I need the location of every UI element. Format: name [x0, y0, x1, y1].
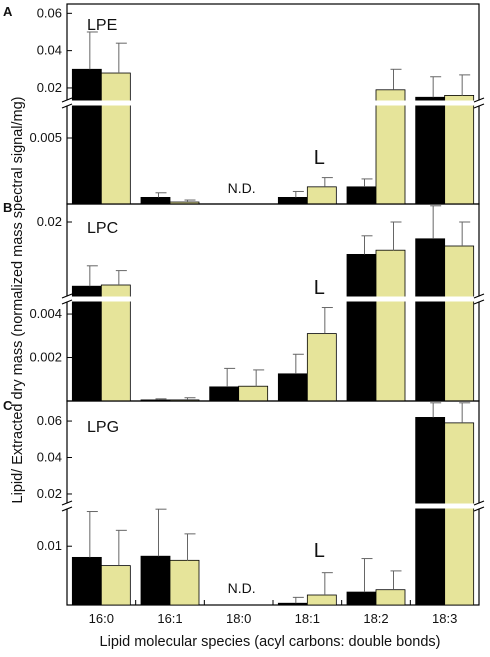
axis-break-mark [473, 293, 485, 299]
bar [140, 555, 171, 606]
y-tick-label: 0.02 [37, 486, 62, 501]
axis-break-gap [66, 503, 480, 509]
bar [71, 285, 102, 402]
bar [306, 186, 337, 205]
bar [375, 249, 406, 402]
annotation-L: L [314, 540, 325, 562]
panel-A: 0.005 0.02 0.04 0.06 A LPE L N.D. [3, 3, 485, 205]
x-tick-label: 18:0 [226, 611, 251, 626]
y-tick-label: 0.02 [37, 214, 62, 229]
bar [238, 385, 269, 402]
bar [71, 68, 102, 205]
axis-break-mark [473, 299, 485, 305]
axis-break-mark [473, 103, 485, 109]
x-tick-label: 18:3 [432, 611, 457, 626]
panel-letter: C [3, 398, 13, 413]
y-tick-label: 0.06 [37, 413, 62, 428]
axis-break-mark [473, 506, 485, 512]
axis-break-mark [473, 97, 485, 103]
panel-letter: B [3, 200, 12, 215]
bar [277, 602, 308, 606]
axis-break-gap [66, 296, 480, 302]
bar [71, 556, 102, 606]
axis-break-mark [61, 299, 73, 305]
y-tick-label: 0.04 [37, 43, 62, 58]
bar [169, 559, 200, 606]
y-tick-label: 0.02 [37, 80, 62, 95]
bar [415, 238, 446, 402]
x-tick-label: 18:2 [363, 611, 388, 626]
bar [444, 422, 475, 606]
axis-break-mark [61, 506, 73, 512]
panel-letter: A [3, 4, 13, 19]
axis-break-gap [66, 100, 480, 106]
axis-break-mark [61, 103, 73, 109]
annotation-nd: N.D. [228, 180, 256, 196]
bar [346, 186, 377, 205]
bar [100, 565, 131, 606]
panel-C: 0.01 0.02 0.04 0.06 C LPG L N.D. [3, 398, 485, 606]
y-tick-label: 0.005 [29, 130, 62, 145]
bar [100, 284, 131, 402]
bar [100, 72, 131, 205]
bar [375, 89, 406, 205]
y-tick-label: 0.04 [37, 450, 62, 465]
bar [346, 591, 377, 606]
panel-title: LPC [87, 220, 118, 237]
bar [209, 386, 240, 402]
bar [444, 245, 475, 402]
panel-title: LPG [87, 419, 119, 436]
annotation-L: L [314, 147, 325, 169]
bar [140, 196, 171, 205]
annotation-L: L [314, 277, 325, 299]
x-tick-label: 16:1 [157, 611, 182, 626]
bar [375, 589, 406, 606]
x-axis-title: Lipid molecular species (acyl carbons: d… [100, 634, 441, 650]
y-axis-title: Lipid/ Extracted dry mass (normalized ma… [10, 97, 26, 504]
annotation-nd: N.D. [228, 580, 256, 596]
y-tick-label: 0.01 [37, 538, 62, 553]
bar [306, 594, 337, 606]
axis-break-mark [473, 500, 485, 506]
panel-title: LPE [87, 17, 117, 34]
bar [415, 96, 446, 205]
panel-B: 0.002 0.004 0.02 B LPC L [3, 200, 485, 402]
axis-break-mark [61, 293, 73, 299]
axis-break-mark [61, 97, 73, 103]
bar [277, 373, 308, 402]
axis-break-mark [61, 500, 73, 506]
x-tick-label: 18:1 [295, 611, 320, 626]
bar [444, 95, 475, 205]
y-tick-label: 0.004 [29, 306, 62, 321]
bar [306, 333, 337, 402]
x-tick-label: 16:0 [89, 611, 114, 626]
bar [277, 196, 308, 205]
y-tick-label: 0.002 [29, 350, 62, 365]
y-tick-label: 0.06 [37, 5, 62, 20]
bar [346, 253, 377, 402]
bar [415, 417, 446, 606]
